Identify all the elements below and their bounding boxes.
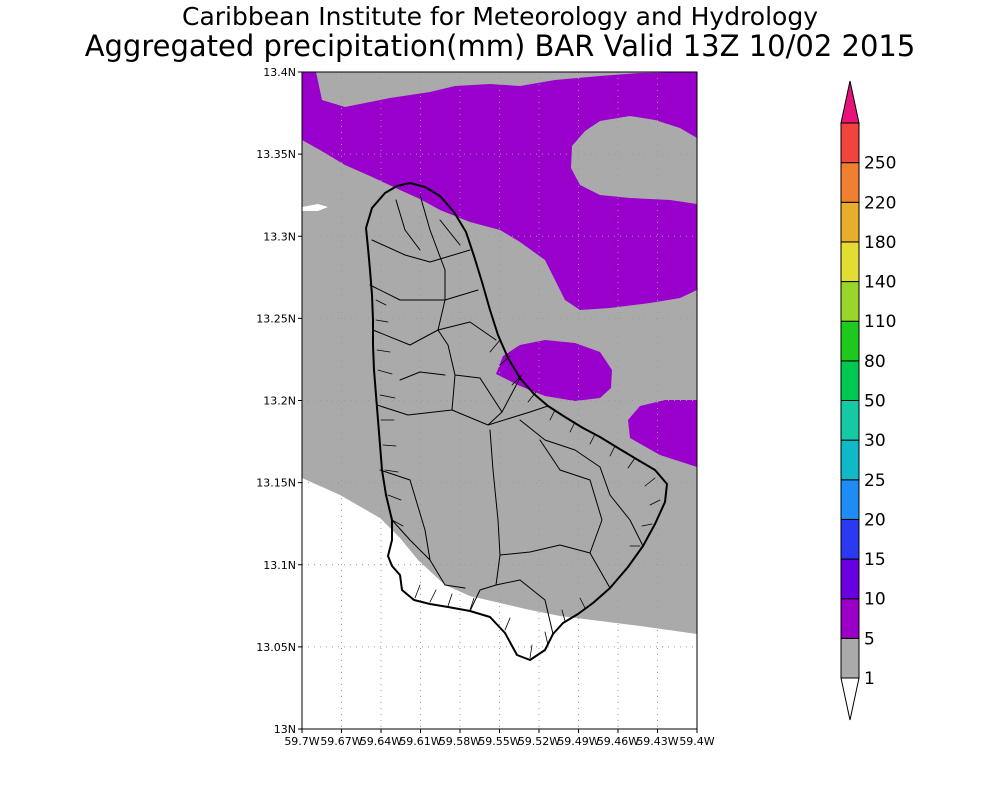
map-plot-area — [302, 72, 697, 729]
x-axis-ticks: 59.7W 59.67W59.64W59.61W59.58W59.55W59.52… — [284, 729, 715, 748]
colorbar-label: 25 — [864, 471, 886, 491]
colorbar-high-arrow — [840, 80, 860, 124]
colorbar-swatch — [840, 122, 860, 164]
colorbar-label: 1 — [864, 669, 875, 689]
colorbar-swatch — [840, 162, 860, 203]
y-tick-label: 13.1N — [263, 559, 296, 572]
colorbar-swatch — [840, 518, 860, 560]
island-internal-boundaries — [369, 194, 644, 635]
precip-area-5-10mm-east — [628, 400, 697, 467]
precip-area-below-1mm — [302, 478, 697, 729]
colorbar-label: 140 — [864, 273, 896, 293]
x-tick-label: 59.58W — [439, 735, 481, 748]
x-tick-label: 59.61W — [399, 735, 441, 748]
x-tick-label: 59.52W — [518, 735, 560, 748]
y-tick-label: 13.35N — [256, 148, 296, 161]
colorbar-swatch — [840, 241, 860, 283]
colorbar-label: 220 — [864, 193, 896, 213]
colorbar-swatch — [840, 558, 860, 600]
colorbar-swatch — [840, 439, 860, 481]
island-coastline — [365, 182, 668, 661]
colorbar-swatch — [840, 201, 860, 243]
colorbar-swatch — [840, 281, 860, 322]
colorbar-low-arrow — [840, 677, 860, 721]
x-tick-label: 59.64W — [360, 735, 402, 748]
colorbar-swatch — [840, 400, 860, 441]
x-tick-label: 59.43W — [636, 735, 678, 748]
colorbar-label: 50 — [864, 392, 886, 412]
y-tick-label: 13.15N — [256, 477, 296, 490]
y-axis-ticks: 13N 13.05N 13.1N 13.15N 13.2N 13.25N 13.3N 13.3… — [256, 66, 302, 736]
x-tick-label: 59.4W — [679, 735, 714, 748]
precip-area-5-10mm-central — [496, 340, 612, 401]
x-tick-label: 59.67W — [320, 735, 362, 748]
y-tick-label: 13.4N — [263, 66, 296, 79]
y-tick-label: 13.3N — [263, 230, 296, 243]
y-tick-label: 13.05N — [256, 641, 296, 654]
colorbar-swatch — [840, 479, 860, 520]
chart-subtitle: Aggregated precipitation(mm) BAR Valid 1… — [84, 29, 916, 63]
colorbar-label: 10 — [864, 590, 886, 610]
x-tick-label: 59.55W — [478, 735, 520, 748]
precip-area-below-1mm-notch — [302, 204, 328, 211]
colorbar-swatch — [840, 598, 860, 639]
colorbar-label: 180 — [864, 233, 896, 253]
coastal-gullies — [375, 299, 661, 659]
x-tick-label: 59.7W — [284, 735, 319, 748]
chart-title: Caribbean Institute for Meteorology and … — [182, 2, 818, 31]
y-tick-label: 13.2N — [263, 395, 296, 408]
colorbar-label: 5 — [864, 629, 875, 649]
colorbar-label: 30 — [864, 431, 886, 451]
precip-area-5-10mm-north — [302, 72, 697, 310]
colorbar-label: 80 — [864, 352, 886, 372]
barbados-island — [365, 182, 668, 661]
x-tick-label: 59.49W — [557, 735, 599, 748]
y-tick-label: 13N — [274, 723, 296, 736]
colorbar-label: 110 — [864, 312, 896, 332]
colorbar-swatch — [840, 360, 860, 402]
y-tick-label: 13.25N — [256, 312, 296, 325]
colorbar-label: 20 — [864, 510, 886, 530]
x-tick-label: 59.46W — [597, 735, 639, 748]
colorbar-label: 250 — [864, 154, 896, 174]
colorbar-label: 15 — [864, 550, 886, 570]
colorbar-swatch — [840, 320, 860, 362]
colorbar-swatch — [840, 637, 860, 679]
